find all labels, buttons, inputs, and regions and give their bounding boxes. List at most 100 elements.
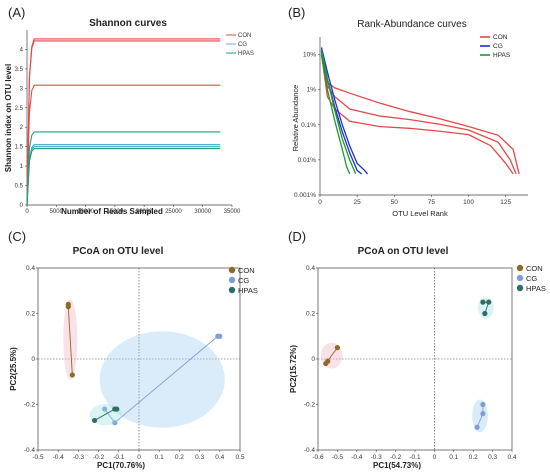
y-tick-label: 0	[311, 356, 315, 363]
y-tick-label: 0.5	[15, 184, 24, 190]
x-tick-label: 0.4	[507, 454, 516, 461]
data-point-hpas	[480, 299, 486, 305]
legend-swatch	[228, 266, 236, 274]
legend-label: CG	[526, 274, 537, 283]
data-point-cg	[102, 406, 108, 412]
x-tick-label: 0.5	[235, 454, 244, 461]
legend-label: HPAS	[238, 51, 254, 57]
series-line-hpas	[320, 49, 357, 175]
legend-label: CON	[526, 264, 543, 273]
y-axis-label: PC2(25.5%)	[9, 347, 18, 391]
y-tick-label: 0.2	[306, 311, 315, 318]
x-axis-label: PC1(70.76%)	[97, 461, 145, 470]
x-tick-label: 0.3	[195, 454, 204, 461]
x-tick-label: -0.6	[312, 454, 324, 461]
y-tick-label: -0.4	[24, 447, 36, 454]
x-tick-label: 75	[428, 199, 436, 206]
legend-label: CG	[238, 276, 249, 285]
x-tick-label: 10000	[77, 209, 94, 215]
x-tick-label: 30000	[194, 209, 211, 215]
x-tick-label: 0.2	[175, 454, 184, 461]
series-line-con	[26, 40, 221, 206]
y-tick-label: 2	[20, 125, 24, 131]
x-tick-label: 0.4	[215, 454, 224, 461]
y-tick-label: -0.4	[304, 447, 316, 454]
y-tick-label: 0.4	[26, 265, 35, 272]
y-axis-label: Relative Abundance	[291, 85, 300, 152]
legend-label: CON	[238, 33, 251, 39]
y-tick-label: 0.001%	[294, 192, 316, 199]
chart-title: PCoA on OTU level	[358, 246, 449, 257]
series-line-con	[26, 84, 221, 206]
chart-title: PCoA on OTU level	[73, 246, 164, 257]
legend-label: CON	[493, 34, 508, 41]
x-tick-label: 0	[433, 454, 437, 461]
data-point-con	[69, 372, 75, 378]
x-tick-label: 125	[500, 199, 511, 206]
confidence-ellipse-cg	[99, 331, 225, 428]
legend-swatch	[228, 286, 236, 294]
panel-label: (C)	[8, 229, 26, 244]
y-tick-label: 10%	[303, 52, 316, 59]
y-tick-label: 2.5	[15, 106, 24, 112]
series-line-cg	[320, 50, 363, 175]
y-tick-label: 1	[20, 164, 24, 170]
series-line-cg	[320, 47, 369, 175]
x-tick-label: -0.2	[93, 454, 105, 461]
y-tick-label: -0.2	[304, 402, 316, 409]
data-point-cg	[480, 411, 486, 417]
chart-pcoa-c: PCoA on OTU level-0.5 -0.4 -0.3 -0.2 -0.1 0 0.…	[9, 246, 258, 470]
series-line-hpas	[320, 54, 351, 175]
legend-label: CG	[238, 42, 247, 48]
x-tick-label: 50	[391, 199, 399, 206]
x-tick-label: -0.5	[32, 454, 44, 461]
y-tick-label: 1.5	[15, 145, 24, 151]
x-tick-label: 25	[354, 199, 362, 206]
x-tick-label: -0.3	[73, 454, 85, 461]
x-tick-label: 0	[25, 209, 29, 215]
y-tick-label: 0	[20, 203, 24, 209]
x-tick-label: -0.4	[53, 454, 65, 461]
panel-label: (D)	[288, 229, 306, 244]
legend-swatch	[516, 264, 524, 272]
series-line-con	[320, 47, 520, 175]
y-axis-label: Shannon index on OTU level	[4, 64, 13, 172]
x-tick-label: -0.4	[351, 454, 363, 461]
data-point-hpas	[482, 310, 488, 317]
x-tick-label: 0	[318, 199, 322, 206]
x-axis-label: PC1(54.73%)	[373, 461, 421, 470]
x-tick-label: 0.2	[469, 454, 478, 461]
data-point-cg	[215, 333, 221, 339]
y-tick-label: 0.4	[306, 265, 315, 272]
series-line-hpas	[26, 148, 221, 206]
series-line-con	[320, 54, 514, 175]
data-point-hpas	[486, 299, 492, 305]
panel-label: (B)	[288, 5, 305, 20]
legend-label: CG	[493, 43, 503, 50]
legend-swatch	[516, 284, 524, 292]
y-tick-label: 4	[20, 47, 24, 53]
y-tick-label: 3.5	[15, 67, 24, 73]
legend-label: HPAS	[526, 284, 546, 293]
panel-label: (A)	[8, 5, 25, 20]
legend-label: CON	[238, 266, 255, 275]
x-tick-label: 5000	[50, 209, 64, 215]
data-point-con	[65, 304, 71, 310]
x-tick-label: -0.1	[409, 454, 421, 461]
x-tick-label: -0.5	[332, 454, 344, 461]
series-line-con	[26, 38, 221, 206]
x-tick-label: -0.3	[371, 454, 383, 461]
data-point-con	[325, 358, 331, 364]
confidence-ellipse-cg	[472, 399, 488, 433]
legend-label: HPAS	[238, 286, 258, 295]
x-tick-label: 35000	[224, 209, 241, 215]
series-line-cg	[26, 146, 221, 206]
x-tick-label: 0.1	[155, 454, 164, 461]
y-tick-label: 0	[31, 356, 35, 363]
x-tick-label: 20000	[136, 209, 153, 215]
y-tick-label: 3	[20, 86, 24, 92]
y-axis-label: PC2(15.72%)	[289, 345, 298, 393]
data-point-cg	[480, 401, 486, 408]
chart-shannon-curves: Shannon curves 0 0.5 1 1.5 2 2.5 3 3.5 4 0 5000 1000…	[4, 18, 254, 216]
